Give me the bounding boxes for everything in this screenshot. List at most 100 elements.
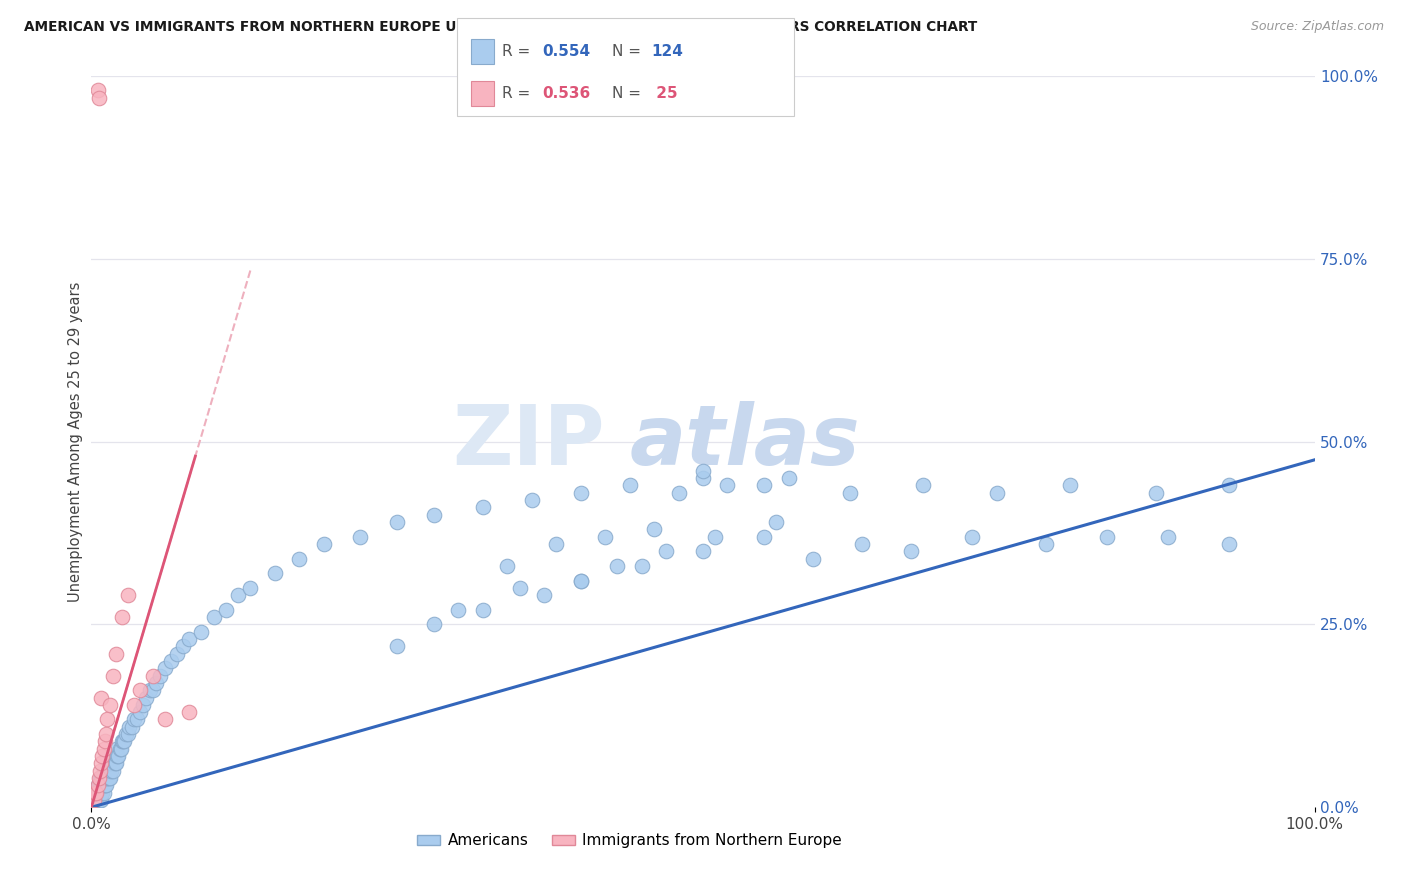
Point: [619, 478, 641, 492]
Point: [349, 530, 371, 544]
Point: [103, 749, 125, 764]
Point: [89, 778, 111, 792]
Text: 25: 25: [651, 87, 678, 101]
Point: [692, 464, 714, 478]
Point: [655, 544, 678, 558]
Text: ZIP: ZIP: [453, 401, 605, 482]
Point: [423, 617, 446, 632]
Point: [423, 508, 446, 522]
Point: [89, 793, 111, 807]
Text: N =: N =: [612, 87, 645, 101]
Point: [87, 793, 110, 807]
Text: N =: N =: [612, 45, 645, 59]
Point: [172, 640, 194, 654]
Point: [121, 720, 143, 734]
Point: [1035, 537, 1057, 551]
Text: 0.554: 0.554: [543, 45, 591, 59]
Point: [754, 478, 776, 492]
Point: [239, 581, 262, 595]
Point: [98, 698, 121, 712]
Point: [226, 588, 249, 602]
Text: R =: R =: [502, 87, 536, 101]
Point: [90, 778, 112, 792]
Point: [90, 793, 112, 807]
Point: [900, 544, 922, 558]
Point: [90, 786, 112, 800]
Point: [546, 537, 568, 551]
Point: [122, 698, 145, 712]
Point: [1157, 530, 1180, 544]
Point: [103, 668, 125, 682]
Point: [606, 558, 628, 573]
Point: [93, 771, 115, 785]
Point: [692, 544, 714, 558]
Point: [90, 756, 112, 771]
Point: [190, 624, 212, 639]
Point: [851, 537, 873, 551]
Point: [91, 786, 114, 800]
Point: [94, 764, 117, 778]
Point: [1095, 530, 1118, 544]
Point: [145, 676, 167, 690]
Legend: Americans, Immigrants from Northern Europe: Americans, Immigrants from Northern Euro…: [411, 827, 848, 855]
Point: [132, 698, 155, 712]
Point: [94, 778, 117, 792]
Point: [111, 610, 134, 624]
Point: [117, 727, 139, 741]
Point: [129, 705, 152, 719]
Point: [765, 515, 787, 529]
Point: [100, 764, 122, 778]
Point: [93, 786, 115, 800]
Point: [125, 713, 148, 727]
Point: [471, 500, 494, 515]
Point: [89, 764, 111, 778]
Point: [179, 632, 201, 646]
Point: [86, 778, 108, 792]
Point: [87, 91, 110, 105]
Point: [91, 749, 114, 764]
Point: [716, 478, 738, 492]
Point: [1144, 485, 1167, 500]
Point: [98, 756, 121, 771]
Point: [84, 793, 107, 807]
Point: [593, 530, 616, 544]
Point: [569, 485, 592, 500]
Point: [90, 771, 112, 785]
Point: [668, 485, 690, 500]
Point: [631, 558, 654, 573]
Point: [141, 668, 163, 682]
Point: [986, 485, 1008, 500]
Point: [84, 786, 107, 800]
Point: [86, 793, 108, 807]
Point: [100, 756, 122, 771]
Point: [94, 771, 117, 785]
Point: [288, 551, 311, 566]
Point: [496, 558, 519, 573]
Point: [84, 786, 107, 800]
Point: [84, 786, 107, 800]
Point: [778, 471, 800, 485]
Point: [129, 683, 152, 698]
Point: [520, 493, 543, 508]
Point: [569, 574, 592, 588]
Point: [91, 778, 114, 792]
Point: [312, 537, 335, 551]
Point: [160, 654, 183, 668]
Point: [569, 574, 592, 588]
Point: [97, 771, 120, 785]
Point: [108, 741, 131, 756]
Point: [84, 786, 107, 800]
Point: [166, 647, 188, 661]
Point: [135, 690, 157, 705]
Point: [97, 764, 120, 778]
Point: [84, 793, 107, 807]
Point: [104, 647, 127, 661]
Point: [87, 771, 110, 785]
Point: [447, 603, 470, 617]
Point: [105, 749, 128, 764]
Point: [111, 734, 134, 748]
Point: [643, 522, 665, 536]
Point: [112, 734, 135, 748]
Point: [754, 530, 776, 544]
Point: [110, 741, 132, 756]
